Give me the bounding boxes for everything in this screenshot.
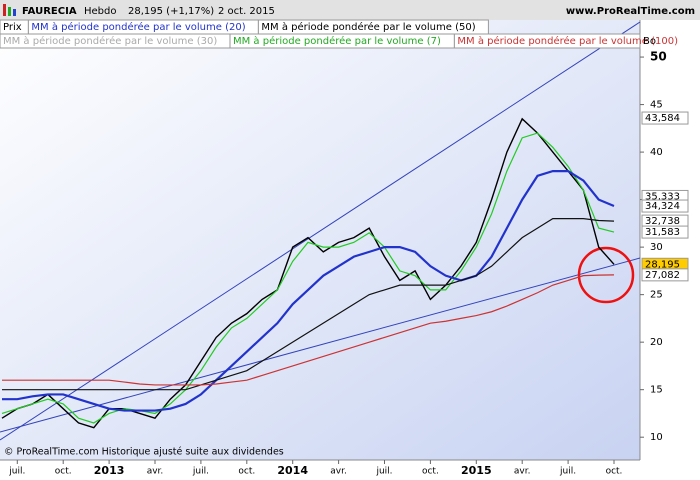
logo — [3, 4, 16, 16]
chart-title: FAURECIA — [22, 6, 77, 17]
legend-label: MM à période pondérée par le volume (50) — [261, 21, 475, 33]
site: www.ProRealTime.com — [566, 6, 695, 17]
legend-label: Bo — [643, 36, 656, 47]
price-label: 43,584 — [645, 113, 680, 124]
x-tick-label: juil. — [8, 467, 25, 477]
price-label: 32,738 — [645, 216, 680, 227]
price-label-box — [641, 199, 689, 213]
y-tick-label: 15 — [650, 385, 663, 396]
x-tick-label: 2014 — [277, 464, 308, 477]
series-line — [2, 218, 615, 391]
price-label-box — [641, 111, 689, 125]
y-tick-label: 30 — [650, 242, 663, 253]
date: 2 oct. 2015 — [218, 6, 275, 17]
y-tick-label: 45 — [650, 100, 663, 111]
x-tick-label: juil. — [559, 467, 576, 477]
price-label-box — [641, 225, 689, 239]
legend-label: MM à période pondérée par le volume (30) — [3, 35, 217, 47]
x-tick-label: oct. — [422, 467, 439, 477]
y-tick-label: 25 — [650, 290, 663, 301]
legend-label: MM à période pondérée par le volume (20) — [31, 21, 245, 33]
legend: Prix MM à période pondérée par le volume … — [0, 19, 678, 49]
x-tick-label: oct. — [606, 467, 623, 477]
highlight-circle — [577, 246, 635, 304]
price-label: 28,195 — [645, 259, 680, 270]
y-tick-label: 10 — [650, 432, 663, 443]
series-line — [2, 170, 615, 412]
plot-area — [0, 20, 640, 460]
chart-subtitle: Hebdo — [84, 6, 117, 17]
header-bar — [0, 0, 700, 20]
price-label: 27,082 — [645, 270, 680, 281]
series-line — [2, 274, 615, 386]
x-tick-label: avr. — [147, 467, 164, 477]
x-tick-label: avr. — [514, 467, 531, 477]
x-tick-label: oct. — [238, 467, 255, 477]
x-tick-label: 2013 — [94, 464, 125, 477]
price-label-box — [641, 268, 689, 282]
legend-box — [453, 33, 641, 49]
legend-label: MM à période pondérée par le volume (100… — [457, 35, 678, 47]
x-tick-label: avr. — [330, 467, 347, 477]
x-tick-label: oct. — [55, 467, 72, 477]
x-tick-label: 2015 — [461, 464, 492, 477]
legend-label: MM à période pondérée par le volume (7) — [233, 35, 441, 47]
price-label: 34,324 — [645, 201, 680, 212]
x-tick-label: juil. — [192, 467, 209, 477]
trend-line — [0, 257, 641, 433]
y-tick-label: 50 — [650, 50, 667, 64]
last-quote: 28,195 (+1,17%) — [128, 6, 214, 17]
price-label: 31,583 — [645, 227, 680, 238]
series-line — [1, 132, 615, 424]
x-tick-label: juil. — [375, 467, 392, 477]
price-label: 35,333 — [645, 191, 680, 202]
y-tick-label: 20 — [650, 337, 663, 348]
footer: © ProRealTime.com Historique ajusté suit… — [4, 447, 284, 458]
legend-label: Prix — [3, 22, 22, 33]
series-line — [1, 117, 615, 429]
trend-line — [0, 21, 641, 441]
y-tick-label: 40 — [650, 147, 663, 158]
